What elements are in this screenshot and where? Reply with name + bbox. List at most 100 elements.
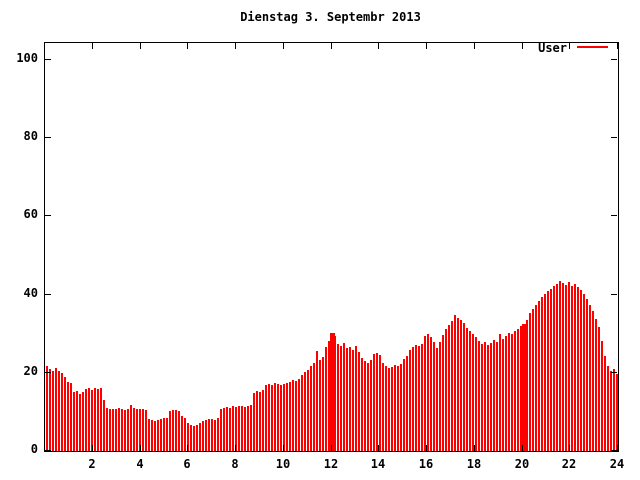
y-tick-mirror bbox=[611, 137, 617, 138]
x-tick-label: 16 bbox=[418, 457, 434, 471]
x-tick-mirror bbox=[92, 43, 93, 49]
impulse-bar bbox=[604, 356, 606, 451]
impulse-bar bbox=[403, 359, 405, 451]
impulse-bar bbox=[235, 407, 237, 451]
impulse-bar bbox=[154, 421, 156, 451]
impulse-bar bbox=[307, 370, 309, 451]
impulse-bar bbox=[439, 342, 441, 451]
x-tick-mirror bbox=[474, 43, 475, 49]
y-tick-label: 100 bbox=[16, 51, 38, 65]
impulse-bar bbox=[385, 366, 387, 451]
impulse-bar bbox=[397, 366, 399, 451]
impulse-bar bbox=[211, 419, 213, 451]
impulse-bar bbox=[370, 360, 372, 451]
impulse-bar bbox=[127, 409, 129, 451]
impulse-bar bbox=[394, 365, 396, 451]
impulse-bar bbox=[214, 420, 216, 451]
impulse-bar bbox=[418, 346, 420, 451]
impulse-bar bbox=[148, 419, 150, 451]
x-tick bbox=[283, 445, 284, 451]
impulse-bar bbox=[484, 342, 486, 451]
impulse-bar bbox=[190, 425, 192, 451]
impulse-bar bbox=[538, 301, 540, 451]
impulse-bar bbox=[475, 337, 477, 451]
impulse-bar bbox=[562, 283, 564, 451]
x-tick-mirror bbox=[331, 43, 332, 49]
x-tick-mirror bbox=[522, 43, 523, 49]
impulse-bar bbox=[217, 418, 219, 451]
impulse-bar bbox=[520, 326, 522, 451]
impulse-bar bbox=[133, 408, 135, 451]
impulse-bar bbox=[499, 334, 501, 451]
impulse-bar bbox=[472, 334, 474, 451]
impulse-bar bbox=[400, 364, 402, 451]
impulse-bar bbox=[487, 345, 489, 451]
x-tick bbox=[187, 445, 188, 451]
x-tick-mirror bbox=[140, 43, 141, 49]
impulse-bar bbox=[577, 287, 579, 451]
impulse-bar bbox=[352, 350, 354, 451]
impulse-bar bbox=[55, 368, 57, 451]
impulse-bar bbox=[511, 334, 513, 451]
impulse-bar bbox=[481, 344, 483, 451]
impulse-bar bbox=[580, 290, 582, 451]
y-tick-mirror bbox=[611, 372, 617, 373]
impulse-bar bbox=[52, 371, 54, 451]
impulse-bar bbox=[259, 392, 261, 451]
impulse-bar bbox=[112, 409, 114, 451]
impulse-bar bbox=[592, 311, 594, 451]
impulse-bar bbox=[457, 318, 459, 451]
impulse-bar bbox=[205, 420, 207, 451]
impulse-bar bbox=[337, 344, 339, 451]
impulse-bar bbox=[181, 416, 183, 451]
x-tick-label: 24 bbox=[609, 457, 625, 471]
impulse-bar bbox=[553, 286, 555, 451]
legend-label-user: User bbox=[538, 41, 567, 55]
impulse-bar bbox=[262, 390, 264, 451]
impulse-bar bbox=[292, 380, 294, 451]
impulse-bar bbox=[565, 285, 567, 451]
y-tick bbox=[45, 450, 51, 451]
x-tick bbox=[474, 445, 475, 451]
impulse-bar bbox=[46, 366, 48, 451]
impulse-bar bbox=[250, 405, 252, 451]
y-tick-label: 40 bbox=[23, 286, 38, 300]
impulse-bar bbox=[556, 284, 558, 451]
y-tick bbox=[45, 137, 51, 138]
impulse-bar bbox=[343, 343, 345, 451]
impulse-bar bbox=[166, 418, 168, 451]
impulse-bar bbox=[424, 336, 426, 451]
impulse-bar bbox=[49, 369, 51, 451]
impulse-bar bbox=[598, 327, 600, 451]
x-tick-label: 12 bbox=[323, 457, 339, 471]
impulse-bar bbox=[379, 355, 381, 451]
impulse-bar bbox=[412, 347, 414, 451]
x-tick-label: 4 bbox=[136, 457, 144, 471]
impulse-bar bbox=[157, 420, 159, 451]
impulse-bar bbox=[448, 325, 450, 451]
impulse-bar bbox=[139, 409, 141, 451]
impulse-bar bbox=[454, 315, 456, 451]
x-tick bbox=[92, 445, 93, 451]
impulse-bar bbox=[406, 356, 408, 451]
impulse-bar bbox=[172, 410, 174, 451]
impulse-bar bbox=[346, 348, 348, 451]
impulse-bar bbox=[64, 377, 66, 451]
impulse-bar bbox=[330, 333, 335, 451]
impulse-bar bbox=[283, 384, 285, 451]
impulse-bar bbox=[226, 407, 228, 451]
impulse-bar bbox=[328, 341, 330, 451]
impulse-bar bbox=[610, 371, 612, 451]
impulse-bar bbox=[103, 400, 105, 451]
impulse-bar bbox=[184, 418, 186, 451]
impulse-bar bbox=[232, 406, 234, 451]
x-tick-label: 8 bbox=[231, 457, 239, 471]
impulse-bar bbox=[388, 368, 390, 451]
impulse-bar bbox=[97, 389, 99, 451]
y-tick-mirror bbox=[611, 215, 617, 216]
impulse-bar bbox=[505, 336, 507, 451]
impulse-bar bbox=[595, 319, 597, 451]
x-tick-label: 20 bbox=[514, 457, 530, 471]
impulse-bar bbox=[466, 328, 468, 451]
impulse-bar bbox=[430, 337, 432, 451]
